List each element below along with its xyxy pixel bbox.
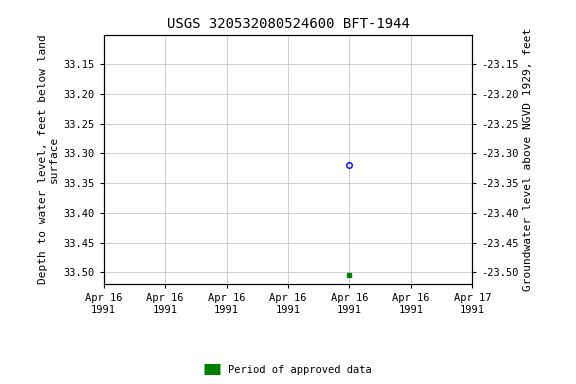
Y-axis label: Groundwater level above NGVD 1929, feet: Groundwater level above NGVD 1929, feet	[523, 28, 533, 291]
Title: USGS 320532080524600 BFT-1944: USGS 320532080524600 BFT-1944	[166, 17, 410, 31]
Y-axis label: Depth to water level, feet below land
surface: Depth to water level, feet below land su…	[37, 35, 59, 284]
Legend: Period of approved data: Period of approved data	[200, 361, 376, 379]
